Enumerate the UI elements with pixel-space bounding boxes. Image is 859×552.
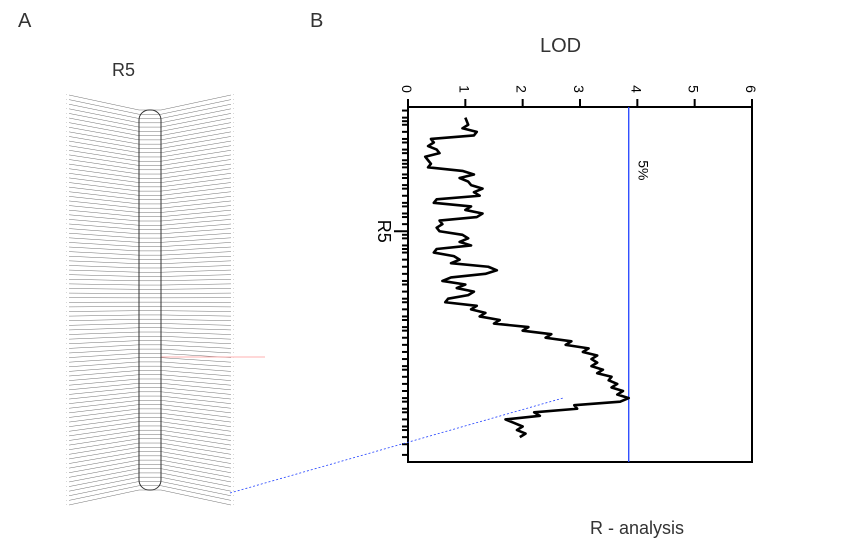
lod-plot: 0 1 2 3 4 5 6 R5 5%: [340, 72, 770, 502]
r-analysis-caption: R - analysis: [590, 518, 684, 539]
r5-chromosome-title: R5: [112, 60, 135, 81]
svg-text:5: 5: [686, 85, 702, 93]
lod-axis-title: LOD: [540, 35, 581, 58]
svg-text:1: 1: [456, 85, 472, 93]
svg-text:·: ·: [233, 502, 234, 507]
svg-text:4: 4: [628, 85, 644, 93]
svg-text:·: ·: [66, 502, 67, 507]
svg-text:6: 6: [743, 85, 759, 93]
svg-text:R5: R5: [374, 220, 394, 243]
svg-text:3: 3: [571, 85, 587, 93]
panel-a-label: A: [18, 10, 31, 33]
chromosome-diagram: ········································…: [35, 90, 265, 510]
svg-text:2: 2: [514, 85, 530, 93]
svg-text:0: 0: [399, 85, 415, 93]
panel-b-label: B: [310, 10, 323, 33]
svg-text:5%: 5%: [636, 160, 652, 180]
